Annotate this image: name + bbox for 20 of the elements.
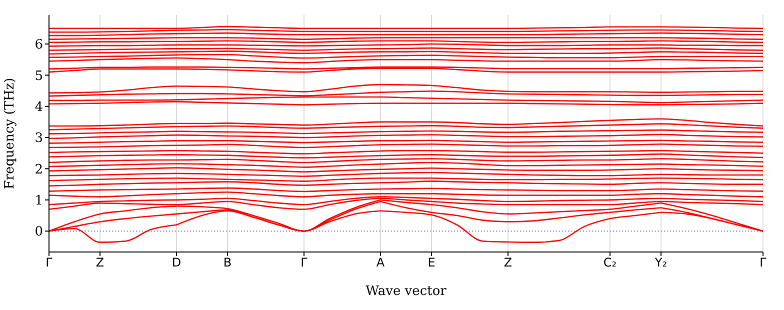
y-tick-label: 1 xyxy=(34,194,43,209)
x-tick-label: D xyxy=(172,256,182,270)
y-axis-title: Frequency (THz) xyxy=(2,78,18,190)
x-tick-label: C₂ xyxy=(603,256,617,270)
x-tick-label: B xyxy=(223,256,232,270)
x-tick-label: Γ xyxy=(300,256,308,270)
y-tick-label: 6 xyxy=(34,38,43,53)
y-tick-label: 2 xyxy=(34,162,43,178)
x-tick-label: A xyxy=(376,256,386,270)
y-tick-label: 0 xyxy=(34,224,43,240)
y-tick-label: 3 xyxy=(34,131,43,146)
x-axis-title: Wave vector xyxy=(366,284,448,299)
x-tick-label: E xyxy=(428,256,436,270)
y-tick-label: 5 xyxy=(34,68,43,84)
x-tick-label: Γ xyxy=(760,256,767,270)
y-tick-label: 4 xyxy=(34,100,43,115)
x-tick-label: Z xyxy=(96,256,104,270)
x-tick-label: Z xyxy=(504,256,512,270)
x-tick-label: Y₂ xyxy=(654,256,668,270)
x-tick-label: Γ xyxy=(46,256,53,270)
